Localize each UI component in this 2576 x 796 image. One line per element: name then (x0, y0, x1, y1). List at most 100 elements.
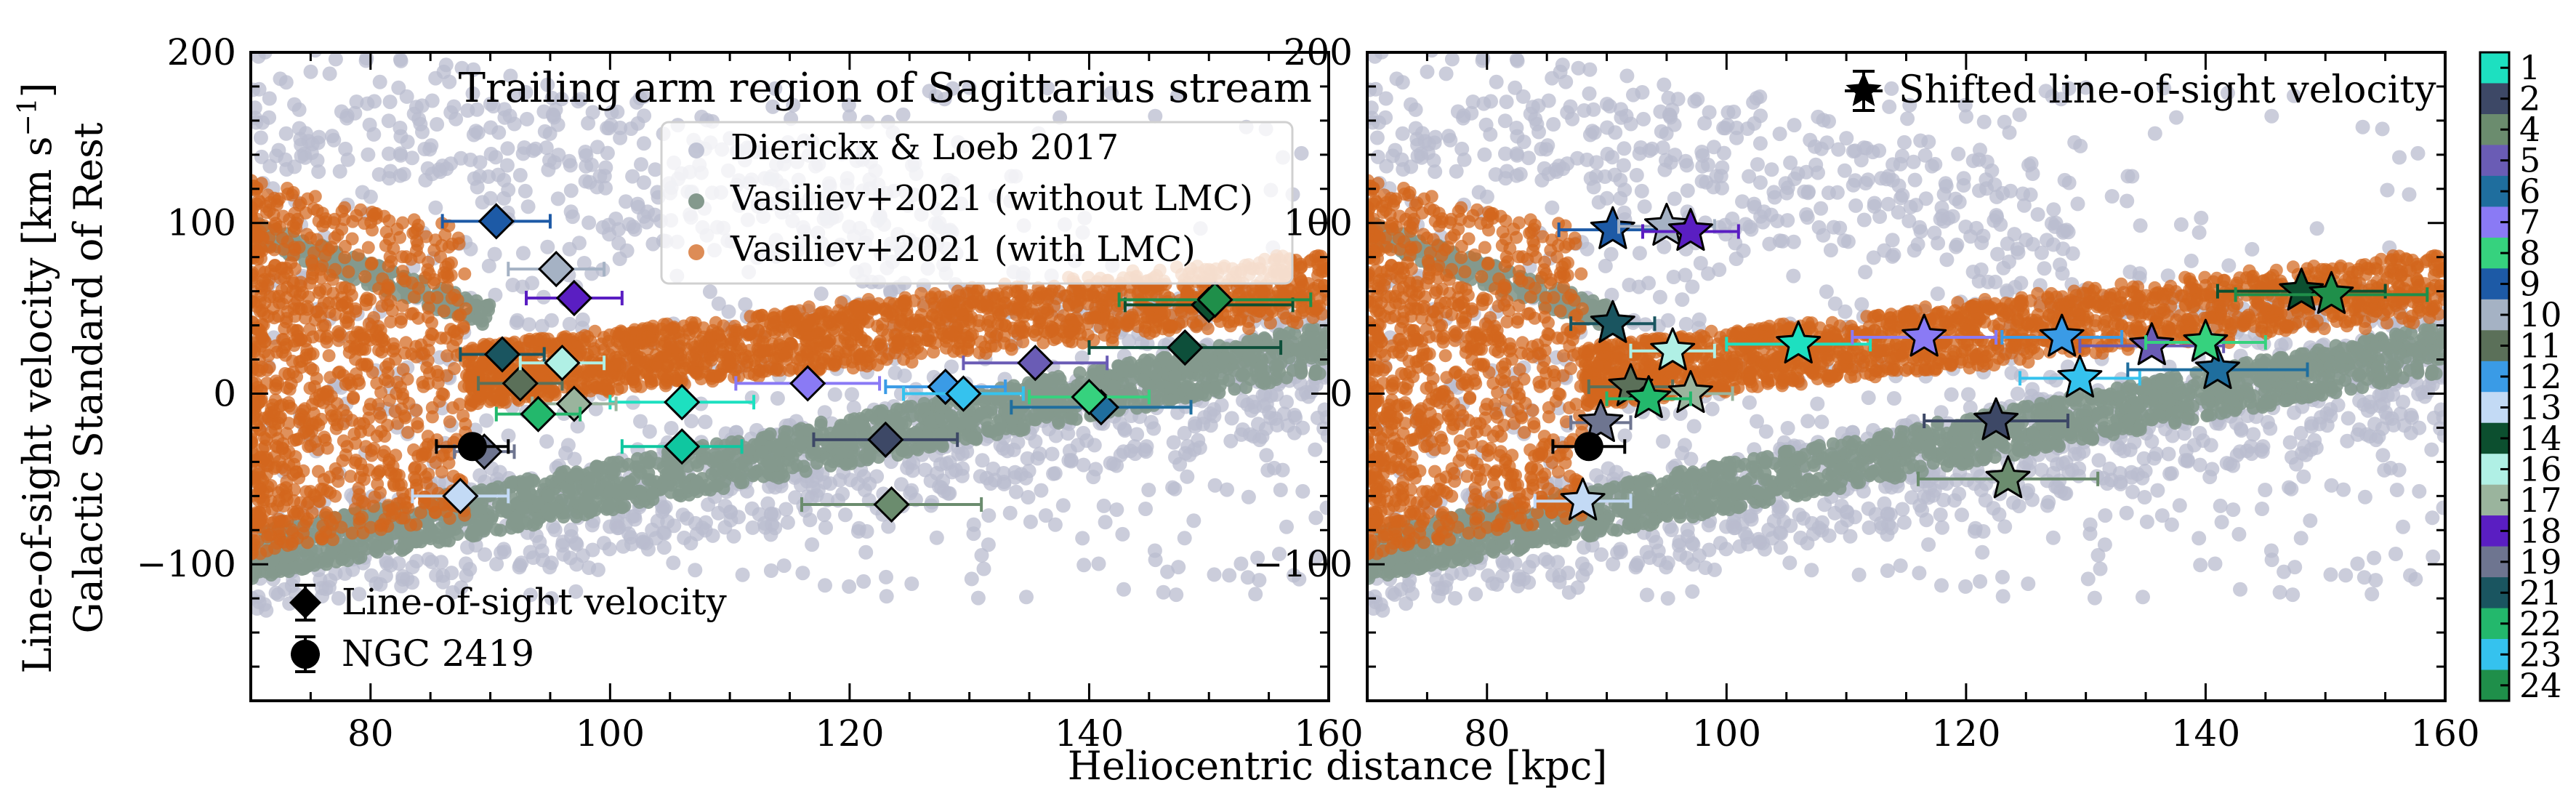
dierickx-point (705, 528, 720, 543)
dierickx-point (621, 526, 636, 542)
dierickx-point (851, 520, 866, 536)
vasiliev-nolmc-point (532, 496, 545, 510)
dierickx-point (850, 476, 866, 491)
dierickx-point (467, 171, 482, 186)
dierickx-point (619, 194, 633, 209)
dierickx-point (571, 94, 586, 109)
dierickx-point (400, 134, 415, 150)
dierickx-point (883, 283, 898, 298)
dierickx-point (562, 316, 577, 331)
vasiliev-nolmc-point (581, 477, 595, 491)
dierickx-point (1112, 416, 1127, 431)
dierickx-point (571, 236, 587, 251)
vasiliev-nolmc-point (1128, 364, 1142, 378)
dierickx-point (431, 162, 446, 177)
dierickx-point (1214, 398, 1229, 413)
dierickx-point (1272, 547, 1287, 561)
dierickx-point (1294, 145, 1309, 161)
dierickx-point (262, 91, 277, 106)
dierickx-point (366, 126, 382, 142)
dierickx-point (598, 160, 613, 175)
vasiliev-nolmc-point (1065, 411, 1079, 425)
vasiliev-nolmc-point (603, 485, 616, 498)
vasiliev-nolmc-point (799, 465, 813, 478)
dierickx-point (472, 155, 488, 170)
dierickx-point (648, 162, 663, 177)
vasiliev-nolmc-point (646, 486, 660, 500)
vasiliev-nolmc-point (905, 409, 919, 423)
dierickx-point (1309, 549, 1324, 564)
dierickx-point (1160, 564, 1175, 579)
dierickx-point (636, 175, 651, 190)
dierickx-point (1207, 567, 1222, 582)
dierickx-point (795, 566, 810, 581)
dierickx-point (1252, 433, 1267, 448)
dierickx-point (1273, 483, 1288, 497)
dierickx-point (636, 136, 651, 151)
vasiliev-nolmc-point (1292, 345, 1306, 358)
dierickx-point (1207, 478, 1223, 493)
dierickx-point (1177, 531, 1192, 546)
dierickx-point (770, 391, 785, 406)
dierickx-point (299, 25, 314, 40)
vasiliev-nolmc-point (1228, 363, 1241, 377)
dierickx-point (634, 157, 648, 172)
dierickx-point (805, 537, 820, 552)
dierickx-point (512, 168, 528, 182)
dierickx-point (1088, 462, 1103, 477)
dierickx-point (1021, 490, 1036, 504)
dierickx-point (481, 258, 496, 273)
dierickx-point (1048, 428, 1063, 443)
left-model-streams (251, 25, 1329, 618)
dierickx-point (382, 95, 398, 110)
dierickx-point (856, 574, 872, 589)
dierickx-point (551, 148, 566, 163)
dierickx-point (421, 552, 436, 567)
dierickx-point (424, 138, 439, 153)
dierickx-point (478, 547, 492, 562)
dierickx-point (1308, 442, 1323, 457)
dierickx-point (547, 110, 562, 125)
dierickx-point (499, 158, 515, 173)
vasiliev-nolmc-point (631, 451, 644, 465)
dierickx-point (578, 174, 593, 189)
dierickx-point (352, 587, 367, 602)
dierickx-point (711, 296, 726, 311)
dierickx-point (339, 110, 354, 126)
dierickx-point (1087, 438, 1102, 453)
dierickx-point (763, 563, 778, 578)
dierickx-point (562, 153, 577, 169)
dierickx-point (1220, 482, 1234, 497)
dierickx-point (945, 81, 960, 96)
dierickx-point (974, 547, 989, 563)
dierickx-point (723, 512, 738, 528)
vasiliev-nolmc-point (786, 461, 800, 475)
dierickx-point (842, 109, 857, 124)
dierickx-point (567, 451, 582, 467)
dierickx-point (1002, 505, 1018, 520)
dierickx-point (944, 359, 959, 374)
dierickx-point (569, 537, 584, 552)
vasiliev-nolmc-point (1254, 360, 1268, 374)
dierickx-point (776, 558, 792, 574)
dierickx-point (503, 68, 518, 84)
dierickx-point (1147, 543, 1162, 558)
vasiliev-nolmc-point (1305, 348, 1319, 362)
vasiliev-nolmc-point (474, 305, 488, 319)
dierickx-point (1301, 389, 1316, 404)
dierickx-point (627, 222, 643, 237)
dierickx-point (479, 413, 494, 428)
dierickx-point (251, 100, 262, 116)
dierickx-point (684, 414, 699, 429)
vasiliev-nolmc-point (965, 431, 979, 445)
vasiliev-nolmc-point (438, 534, 452, 547)
dierickx-point (590, 562, 605, 577)
dierickx-point (1279, 395, 1294, 409)
dierickx-point (1019, 590, 1034, 605)
dierickx-point (523, 587, 538, 603)
dierickx-point (515, 146, 531, 161)
dierickx-point (340, 152, 355, 167)
dierickx-point (1009, 484, 1023, 499)
dierickx-point (600, 145, 615, 161)
dierickx-point (996, 441, 1011, 456)
